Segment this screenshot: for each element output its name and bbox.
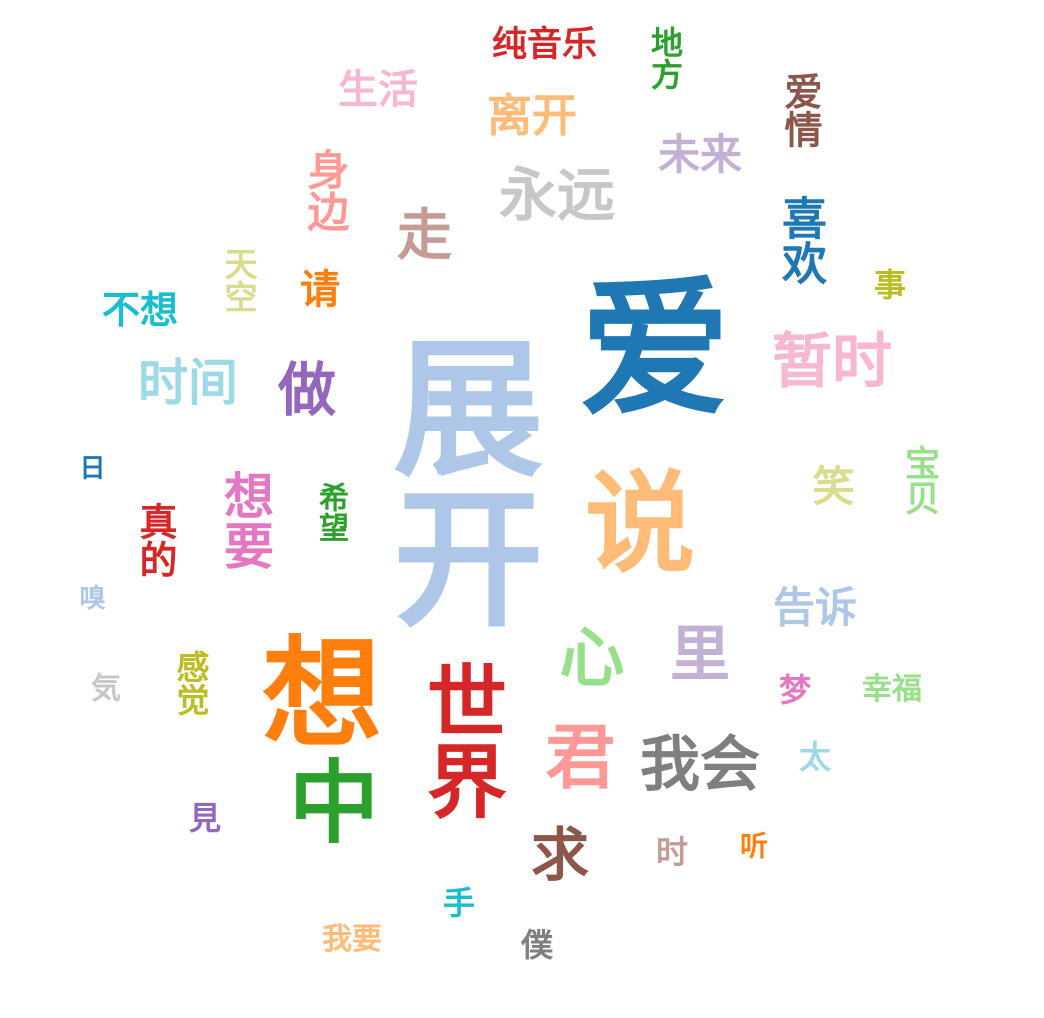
word-20: 离开 [487,89,578,142]
word-32: 感觉 [171,650,210,716]
word-12: 暂时 [772,327,892,397]
word-19: 爱情 [778,72,822,148]
word-44: 見 [189,799,222,837]
word-24: 纯音乐 [492,25,598,65]
word-26: 天空 [219,247,258,313]
word-5: 中 [273,755,378,845]
word-39: 时 [656,833,689,871]
word-7: 心 [548,623,623,688]
word-40: 听 [736,831,769,859]
word-13: 永远 [499,161,616,229]
word-37: 幸福 [862,672,922,707]
word-8: 君 [534,720,616,790]
word-43: 僕 [521,926,554,964]
word-11: 求 [531,821,590,889]
word-38: 太 [799,738,832,776]
word-22: 身边 [301,148,350,232]
word-2: 爱 [580,263,731,437]
word-10: 我会 [640,730,760,800]
word-41: 手 [438,886,476,918]
word-23: 生活 [338,67,418,113]
word-29: 事 [874,266,907,304]
word-45: 気 [85,672,120,702]
word-46: 嗅 [75,584,105,610]
word-9: 里 [670,620,730,690]
word-17: 时间 [138,354,238,412]
word-18: 喜欢 [774,195,827,285]
word-3: 想 [241,630,380,750]
word-1: 展开 [368,330,542,630]
word-36: 梦 [779,671,812,709]
word-35: 宝贝 [899,445,939,515]
word-31: 希望 [313,482,348,542]
word-33: 告诉 [773,583,858,632]
word-27: 不想 [102,288,179,332]
word-16: 想要 [216,470,274,570]
word-4: 说 [566,465,694,575]
word-15: 做 [278,356,337,424]
word-6: 世界 [414,660,507,820]
word-47: 日 [75,454,105,480]
word-21: 未来 [658,130,743,179]
word-28: 请 [300,267,340,313]
word-42: 我要 [322,922,382,957]
word-34: 笑 [806,464,855,506]
word-30: 真的 [133,502,177,578]
word-25: 地方 [646,26,684,90]
word-14: 走 [397,203,453,267]
